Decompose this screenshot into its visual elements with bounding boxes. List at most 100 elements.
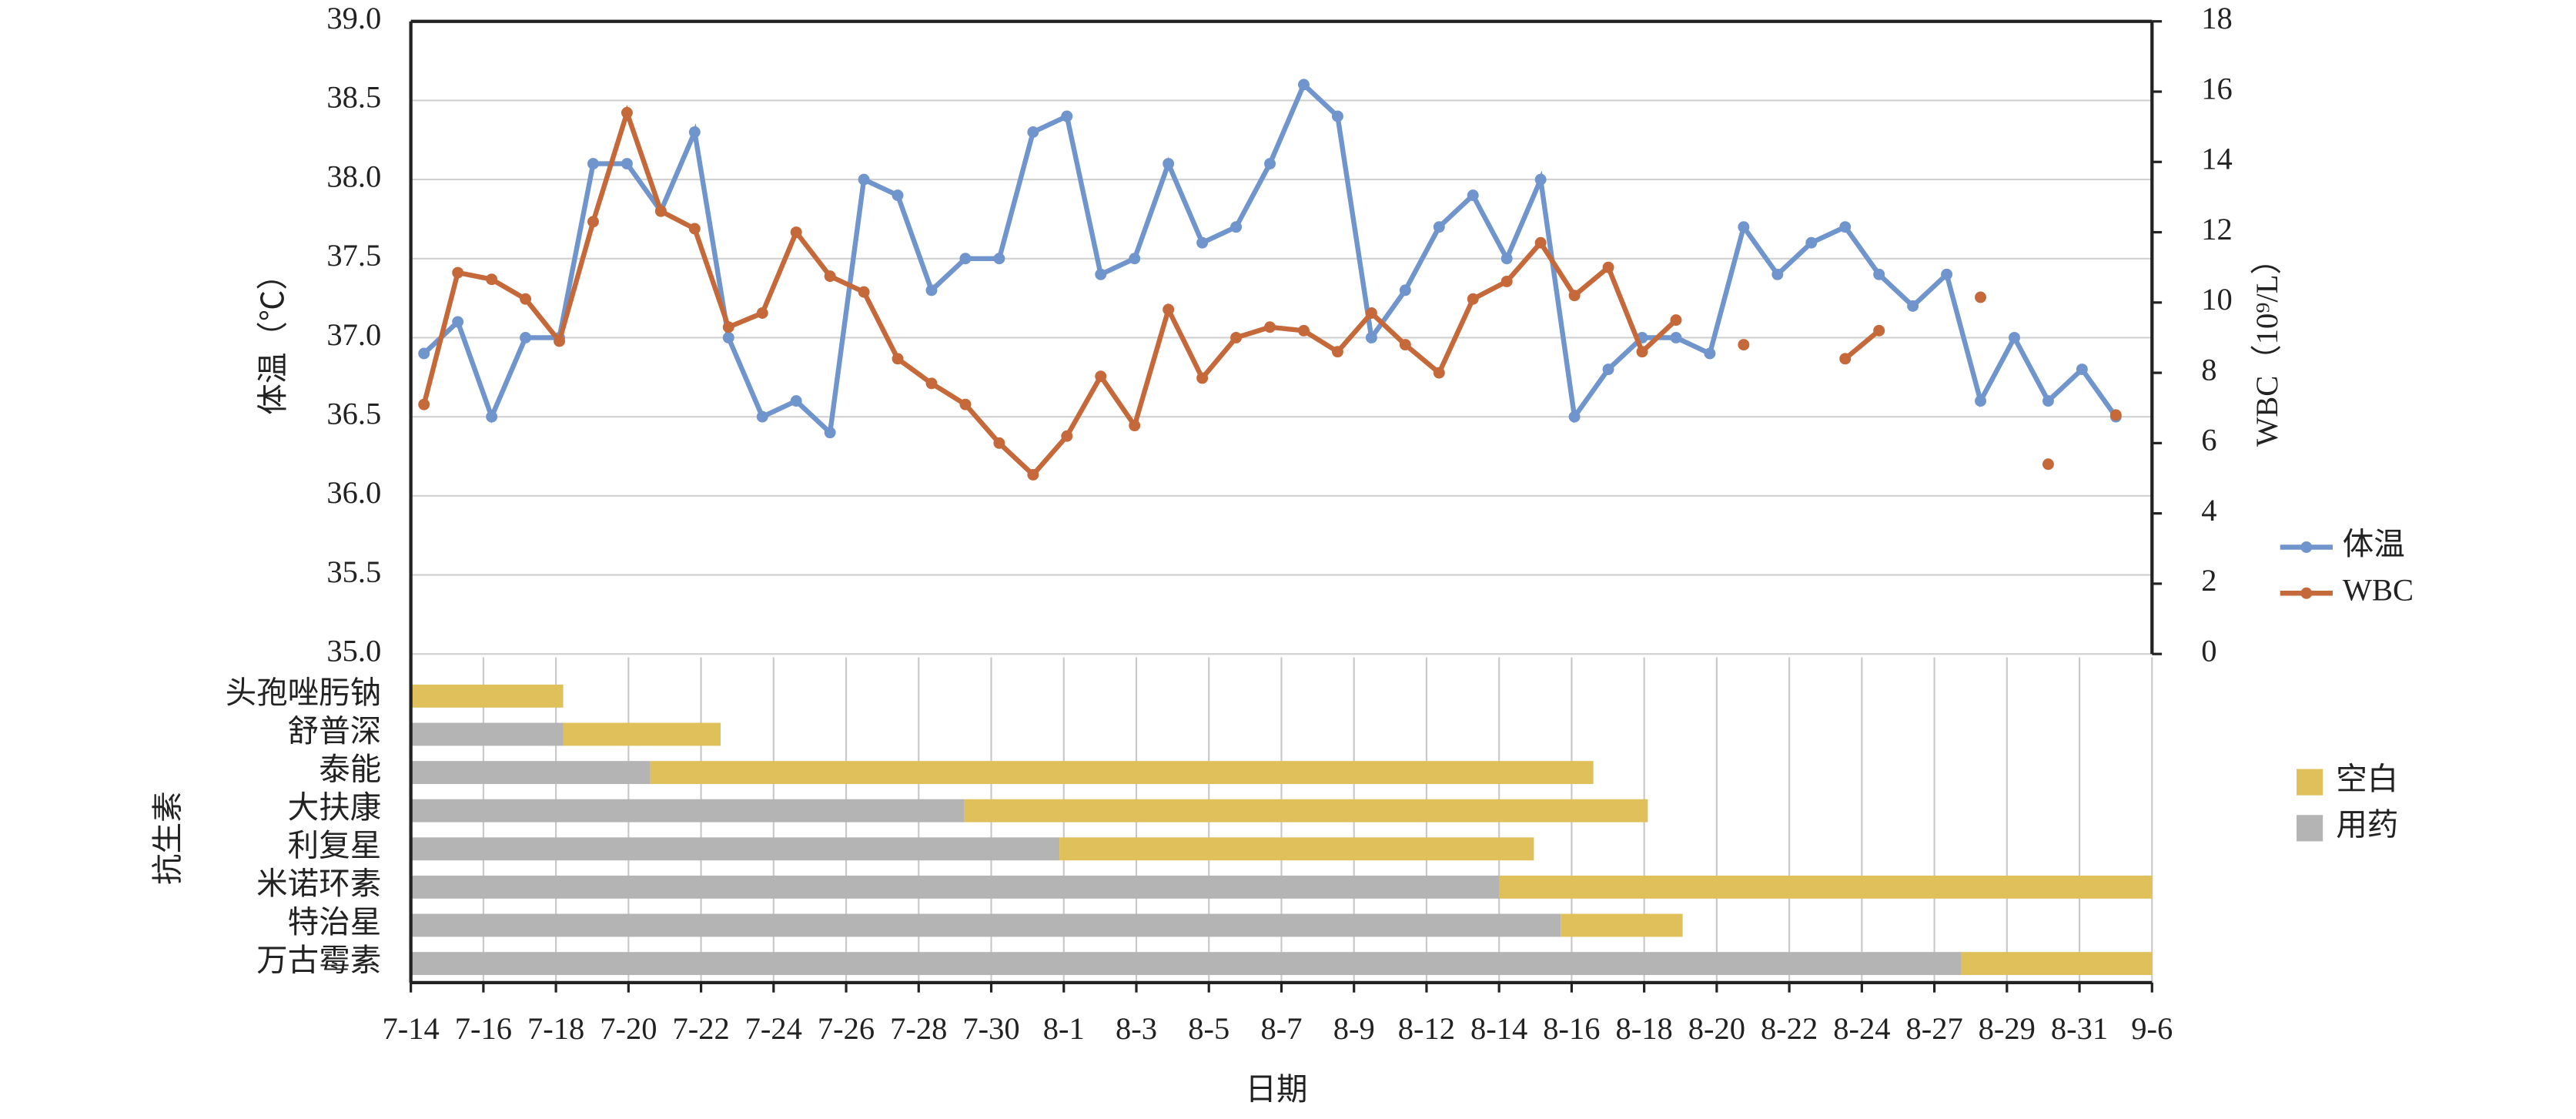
point [1873,324,1885,337]
x-tick-label: 7-26 [818,1011,875,1046]
point [1975,291,1987,303]
point [993,253,1005,265]
point [1331,346,1343,358]
bar [410,722,564,746]
y2-tick-label: 4 [2201,493,2216,528]
point [1941,268,1953,280]
x-tick-label: 8-12 [1398,1011,1455,1046]
y2-tick-label: 12 [2201,212,2233,246]
y-tick-label: 米诺环素 [256,866,381,901]
x-tick-label: 8-18 [1616,1011,1673,1046]
point [1636,346,1648,358]
point [1129,253,1141,265]
x-tick-label: 8-14 [1470,1011,1527,1046]
point [2109,409,2122,421]
point [621,106,633,119]
point [1331,110,1343,122]
point [1839,221,1852,233]
point [1500,275,1513,287]
x-tick-label: 8-24 [1833,1011,1890,1046]
bar-y-axis-label: 抗生素 [150,791,185,885]
x-axis-label: 日期 [1246,1072,1308,1107]
point [1738,339,1750,351]
y2-tick-label: 18 [2201,1,2233,35]
line-series [1843,328,1881,361]
point [756,307,768,319]
point [1975,395,1987,407]
point [418,398,430,410]
point [1230,331,1243,343]
point [1568,410,1581,423]
point [925,377,938,390]
y-tick-label: 37.5 [326,238,381,273]
y2-tick-label: 6 [2201,423,2216,457]
point [654,205,667,217]
x-tick-label: 8-16 [1543,1011,1600,1046]
point [621,158,633,170]
point [1738,221,1750,233]
point [722,321,734,333]
point [1704,347,1716,360]
y-tick-label: 万古霉素 [256,943,381,977]
bar [410,837,1060,861]
line-series [421,105,1678,479]
x-tick-label: 8-1 [1043,1011,1085,1046]
point [1264,158,1276,170]
y2-tick-label: 16 [2201,71,2233,106]
y-tick-label: 39.0 [326,1,381,35]
point [1805,236,1818,249]
legend-label: 体温 [2343,527,2405,561]
bar [410,913,1561,937]
point [554,335,565,347]
point [756,410,768,423]
x-tick-label: 7-14 [383,1011,440,1046]
point [1264,321,1276,333]
point [1670,314,1682,327]
point [1602,261,1614,273]
point [1873,268,1885,280]
point [587,158,599,170]
point [1129,420,1141,432]
x-tick-label: 8-3 [1116,1011,1157,1046]
point [858,286,870,298]
point [824,427,836,439]
y-tick-label: 头孢唑肟钠 [226,675,382,710]
x-tick-label: 8-7 [1260,1011,1302,1046]
point [1163,158,1175,170]
point [1534,173,1547,186]
y-tick-label: 37.0 [326,317,381,352]
bar [410,684,564,708]
x-tick-label: 8-29 [1979,1011,2036,1046]
point [1500,253,1513,265]
point [1433,221,1445,233]
point [1230,221,1243,233]
bar [1499,875,2153,899]
y-tick-label: 36.0 [326,475,381,510]
point [520,293,532,305]
point [1365,331,1377,343]
legend-marker [2300,541,2313,553]
legend-label: WBC [2343,573,2414,608]
x-tick-label: 8-31 [2051,1011,2108,1046]
point [824,270,836,283]
legend-label: 用药 [2336,808,2398,843]
point [1027,468,1039,481]
y-tick-label: 35.0 [326,633,381,668]
point [1298,324,1310,337]
legend-swatch [2297,815,2323,842]
x-tick-label: 7-16 [455,1011,512,1046]
point [1467,293,1479,305]
x-tick-label: 7-22 [672,1011,729,1046]
point [2042,395,2054,407]
bar [410,761,651,785]
legend-swatch [2297,769,2323,796]
bar [563,722,721,746]
point [1534,236,1547,249]
point [1365,307,1377,319]
x-tick-label: 8-20 [1688,1011,1745,1046]
bar [1561,913,1683,937]
point [520,331,532,343]
point [1163,303,1175,316]
point [892,353,904,365]
